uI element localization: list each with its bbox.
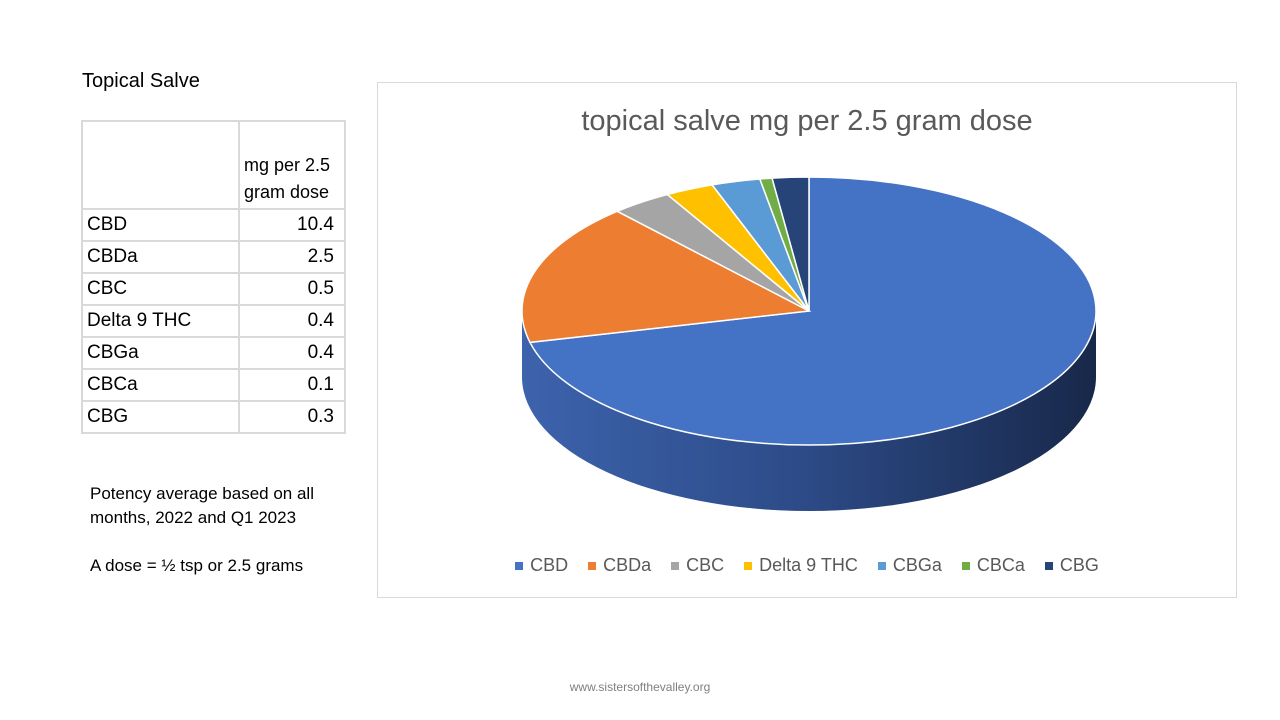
legend-label: CBCa [976, 555, 1025, 575]
row-value: 0.1 [238, 368, 346, 402]
legend-swatch [1044, 561, 1053, 570]
table-row: CBGa 0.4 [81, 336, 346, 370]
pie-slice-cbda [521, 210, 812, 344]
row-value: 10.4 [238, 208, 346, 242]
chart-title: topical salve mg per 2.5 gram dose [581, 105, 1033, 137]
footer-url: www.sistersofthevalley.org [569, 680, 711, 694]
table-header-cell: mg per 2.5 gram dose [238, 120, 346, 210]
pie-chart: topical salve mg per 2.5 gram dose CBD CB… [377, 82, 1237, 598]
legend-item: CBDa [588, 555, 651, 576]
row-value: 2.5 [238, 240, 346, 274]
row-value: 0.4 [238, 336, 346, 370]
page-heading: Topical Salve [82, 70, 200, 92]
row-value: 0.3 [238, 400, 346, 434]
pie-side [522, 311, 1096, 511]
row-label: CBG [81, 400, 240, 434]
legend-item: CBG [1044, 555, 1099, 576]
table-row: CBD 10.4 [81, 208, 346, 242]
dose-note: A dose = ½ tsp or 2.5 grams [90, 556, 304, 575]
legend-item: CBGa [877, 555, 942, 576]
table-row: CBCa 0.1 [81, 368, 346, 402]
row-label: CBGa [81, 336, 240, 370]
legend-item: CBD [515, 555, 568, 576]
row-value: 0.5 [238, 272, 346, 306]
legend-label: CBDa [603, 555, 652, 575]
table-header-row: mg per 2.5 gram dose [81, 120, 346, 210]
table-row: CBDa 2.5 [81, 240, 346, 274]
legend-swatch [877, 561, 886, 570]
pie-svg [521, 176, 1097, 511]
table-row: CBC 0.5 [81, 272, 346, 306]
legend-label: CBC [686, 555, 725, 575]
legend-label: Delta 9 THC [759, 555, 858, 575]
legend-swatch [671, 561, 680, 570]
notes: Potency average based on all months, 202… [90, 482, 330, 578]
chart-legend: CBD CBDa CBC Delta 9 THC CBGa CBCa CBG [378, 555, 1236, 576]
legend-item: CBCa [961, 555, 1025, 576]
potency-table: mg per 2.5 gram dose CBD 10.4 CBDa 2.5 CBC 0.… [81, 120, 346, 434]
legend-swatch [744, 561, 753, 570]
legend-label: CBGa [892, 555, 942, 575]
legend-swatch [588, 561, 597, 570]
row-value: 0.4 [238, 304, 346, 338]
legend-label: CBG [1059, 555, 1099, 575]
legend-label: CBD [530, 555, 569, 575]
table-row: Delta 9 THC 0.4 [81, 304, 346, 338]
legend-swatch [961, 561, 970, 570]
row-label: Delta 9 THC [81, 304, 240, 338]
legend-item: CBC [671, 555, 724, 576]
table-row: CBG 0.3 [81, 400, 346, 434]
pie-slice-cbg [771, 176, 810, 312]
row-label: CBDa [81, 240, 240, 274]
row-label: CBD [81, 208, 240, 242]
row-label: CBCa [81, 368, 240, 402]
legend-item: Delta 9 THC [744, 555, 858, 576]
legend-swatch [515, 561, 524, 570]
row-label: CBC [81, 272, 240, 306]
potency-note: Potency average based on all months, 202… [90, 484, 314, 527]
pie-slice-cbd [528, 176, 1097, 446]
table-header-empty [81, 120, 240, 210]
